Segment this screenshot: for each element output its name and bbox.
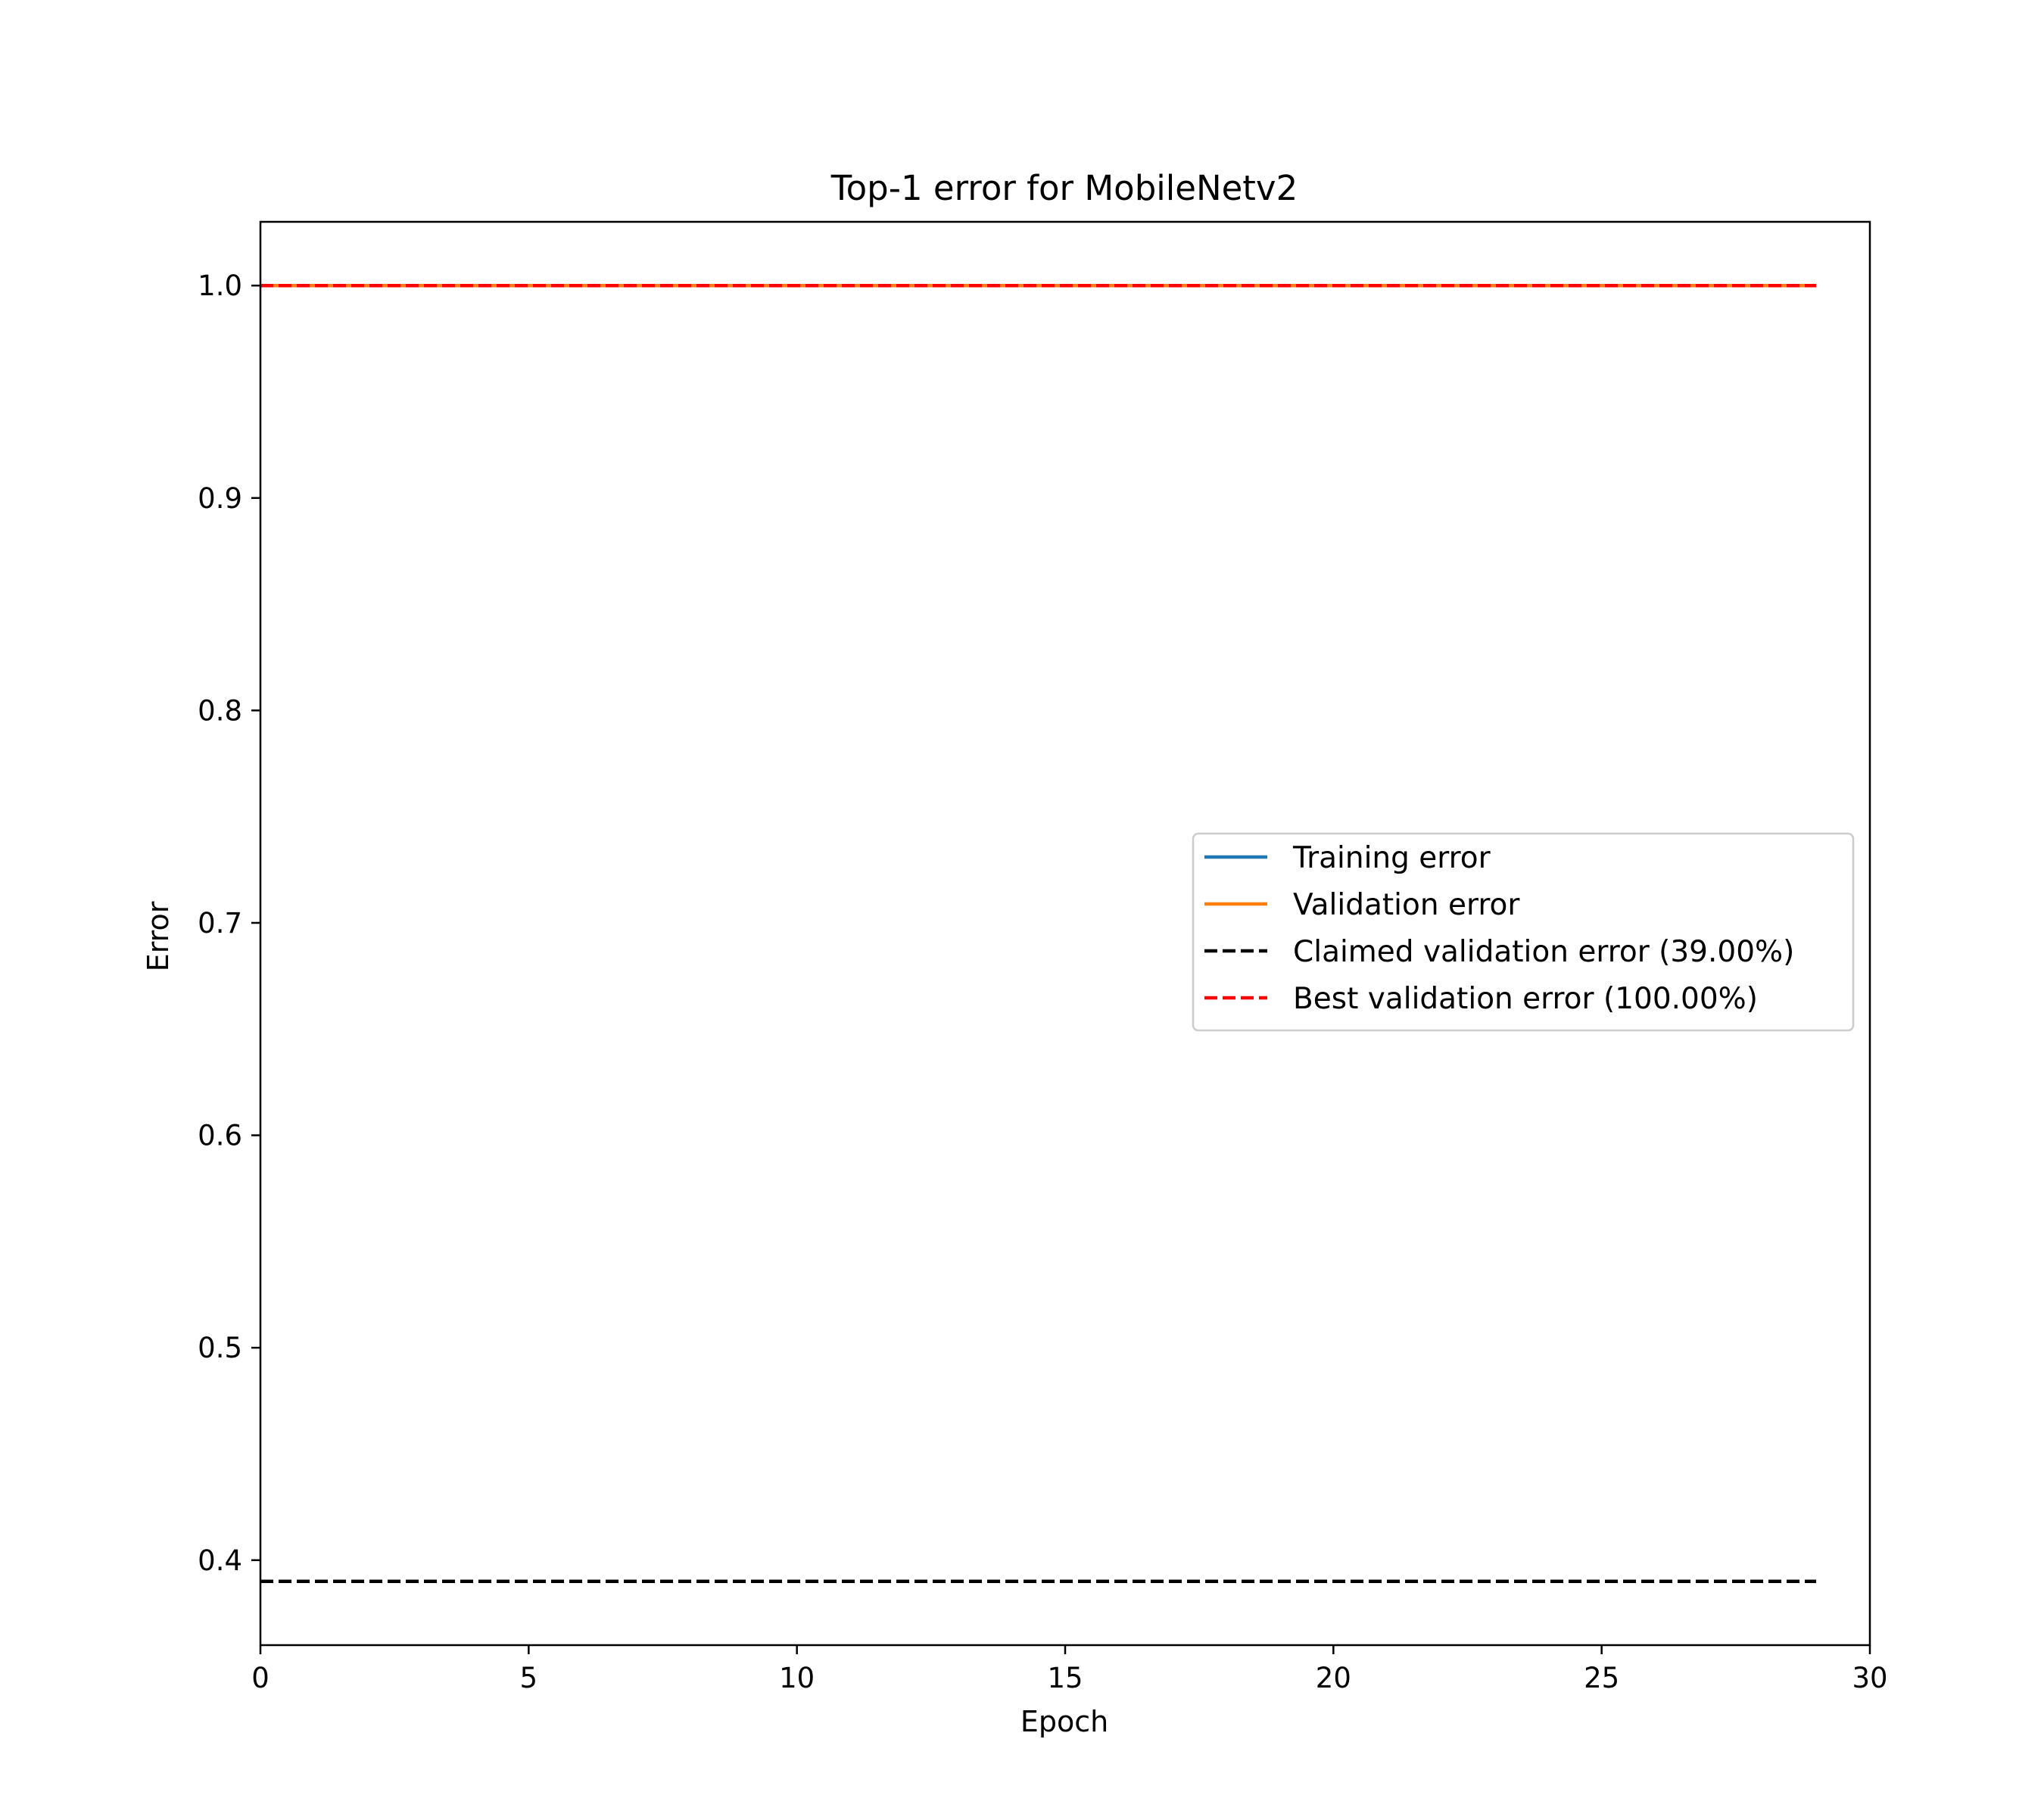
y-tick-label: 0.4	[198, 1544, 242, 1577]
series-lines	[260, 283, 1817, 1584]
y-tick-label: 0.5	[198, 1332, 242, 1364]
x-tick-label: 10	[779, 1662, 815, 1694]
axis-ticks: 0 5 10 15 20 25 30 0.4 0.5 0.6 0.7 0.8 0.9 1.0	[198, 270, 1887, 1694]
legend: Training error Validation error Claimed va…	[1192, 832, 1855, 1032]
x-axis-label: Epoch	[1020, 1705, 1108, 1738]
y-tick-label: 0.8	[198, 694, 242, 727]
x-tick-label: 30	[1852, 1662, 1887, 1694]
y-tick-label: 1.0	[198, 270, 242, 302]
x-tick-label: 25	[1584, 1662, 1619, 1694]
legend-label-validation-error: Validation error	[1293, 888, 1520, 922]
y-tick-label: 0.9	[198, 482, 242, 515]
x-tick-label: 0	[251, 1662, 270, 1694]
legend-label-claimed-validation-error: Claimed validation error (39.00%)	[1293, 935, 1794, 969]
plot-frame	[259, 220, 1871, 1647]
y-tick-label: 0.6	[198, 1120, 242, 1152]
y-tick-label: 0.7	[198, 907, 242, 940]
legend-label-best-validation-error: Best validation error (100.00%)	[1293, 982, 1758, 1016]
y-axis-label: Error	[142, 901, 175, 971]
chart-title: Top-1 error for MobileNetv2	[830, 168, 1298, 208]
x-tick-label: 15	[1047, 1662, 1083, 1694]
legend-frame	[1192, 832, 1855, 1032]
x-tick-label: 5	[520, 1662, 538, 1694]
x-tick-label: 20	[1316, 1662, 1351, 1694]
legend-label-training-error: Training error	[1292, 841, 1491, 875]
